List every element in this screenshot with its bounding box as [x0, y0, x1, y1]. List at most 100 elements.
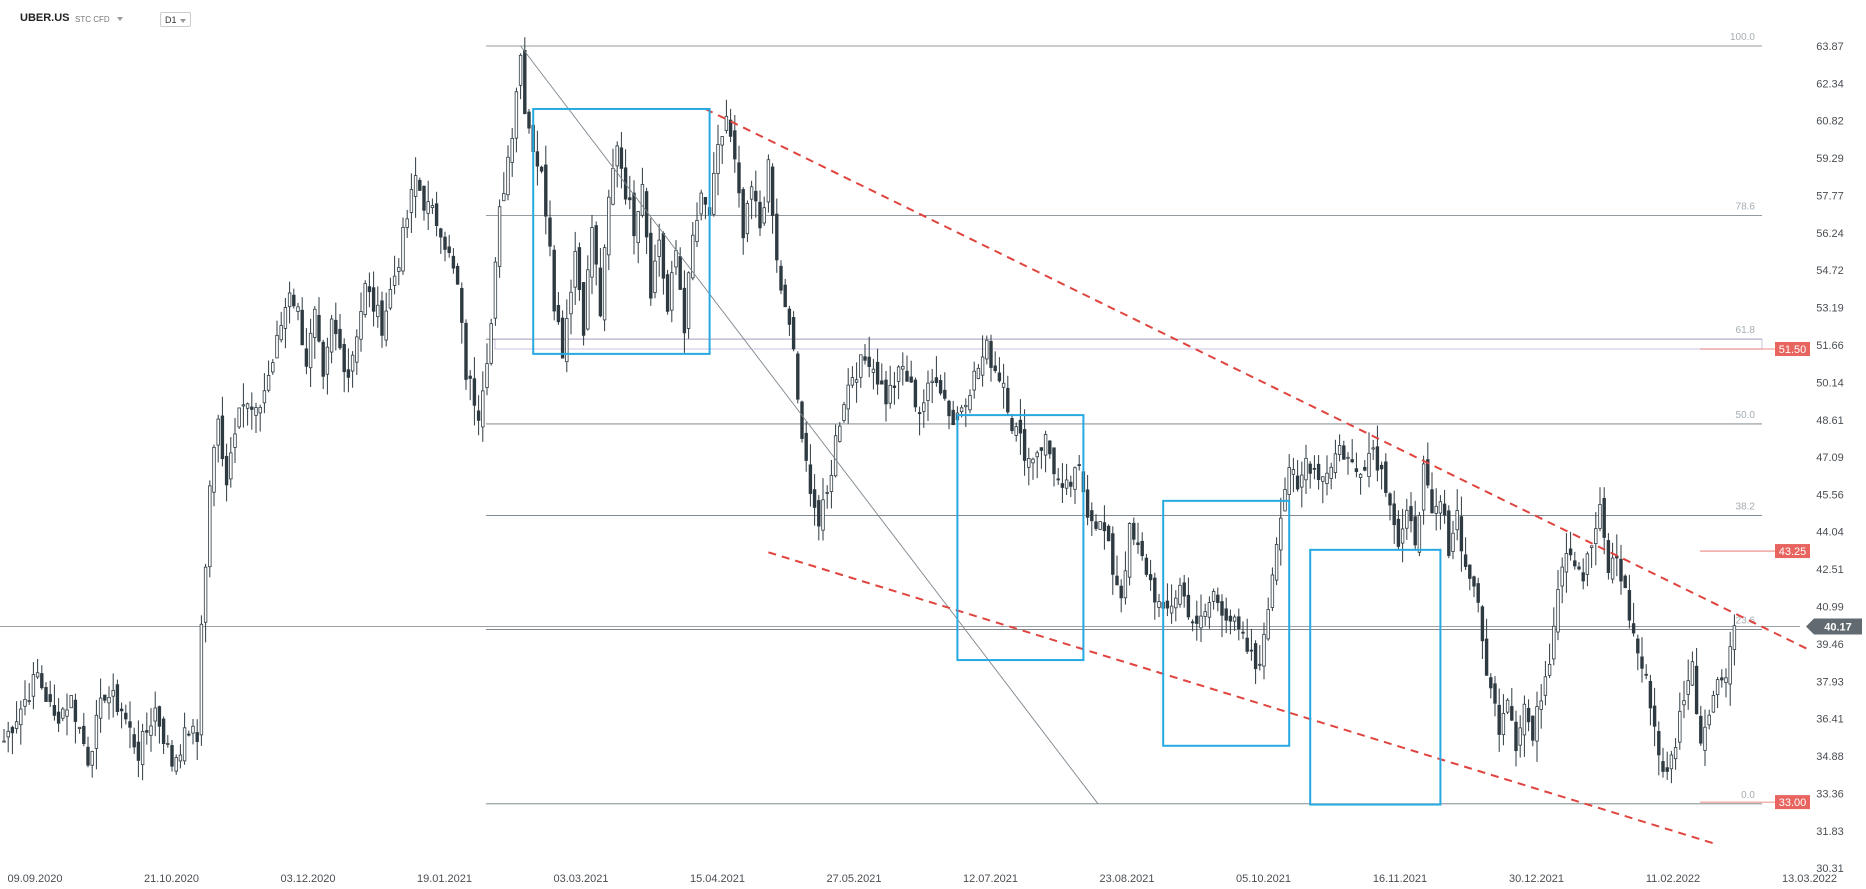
y-tick-label: 59.29 — [1816, 153, 1844, 165]
candle — [443, 231, 447, 262]
candle-body-down — [119, 708, 124, 712]
candle — [1069, 475, 1073, 498]
candle-body-down — [1342, 445, 1346, 460]
candle — [556, 292, 561, 325]
candle — [1501, 694, 1506, 746]
candle — [1358, 473, 1363, 495]
candle-body-down — [1514, 721, 1518, 752]
candle-body-up — [699, 192, 703, 215]
candle-body-down — [346, 369, 351, 378]
candle-body-down — [1699, 715, 1703, 744]
candle — [502, 172, 506, 202]
candle-body-up — [859, 354, 863, 378]
consolidation-box[interactable] — [1162, 499, 1291, 747]
candle-body-down — [371, 287, 376, 312]
candle-body-up — [1564, 553, 1569, 573]
price-marker-badge — [1775, 544, 1810, 559]
candle-body-up — [1203, 611, 1207, 617]
candle — [1493, 676, 1497, 717]
candle — [1022, 409, 1027, 476]
candle-body-up — [1690, 661, 1695, 686]
consolidation-box[interactable] — [532, 107, 711, 355]
candle — [1346, 452, 1350, 475]
candle-body-down — [737, 162, 741, 194]
candle-body-down — [1006, 387, 1010, 413]
candle-body-up — [838, 425, 842, 442]
candle — [888, 365, 892, 409]
candle-body-up — [27, 700, 31, 702]
candle — [1388, 492, 1392, 521]
trend-line[interactable] — [520, 45, 1099, 805]
candle-body-up — [287, 292, 292, 308]
candle — [69, 695, 73, 709]
candle-body-up — [388, 289, 393, 309]
candle — [1253, 640, 1258, 685]
price-marker-label: 43.25 — [1779, 546, 1807, 558]
candle-body-up — [1287, 467, 1291, 495]
y-tick-label: 57.77 — [1816, 190, 1844, 202]
candle-body-up — [1560, 566, 1564, 587]
candle-body-down — [1249, 649, 1254, 652]
consolidation-box[interactable] — [956, 414, 1085, 662]
candle-body-down — [791, 317, 796, 350]
channel-upper-line[interactable] — [704, 108, 1811, 652]
channel-lower-line[interactable] — [768, 551, 1716, 845]
candle — [514, 87, 519, 153]
candle — [560, 310, 565, 359]
candle-body-up — [720, 136, 724, 146]
x-tick-label: 05.10.2021 — [1236, 873, 1291, 885]
candle — [422, 185, 426, 221]
candle-body-up — [2, 740, 6, 743]
candle — [258, 404, 262, 432]
fibonacci-retracement: 100.0 78.6 61.8 50.0 38.2 23.6 0.0 — [0, 32, 1800, 805]
candle-body-down — [1085, 489, 1090, 518]
candle-body-down — [548, 217, 552, 247]
chevron-down-icon[interactable] — [117, 17, 123, 21]
candle-body-down — [779, 265, 783, 291]
candle-body-down — [86, 746, 90, 766]
candle — [716, 124, 720, 196]
candle-body-up — [355, 336, 359, 363]
candle-body-down — [472, 378, 477, 406]
candle — [174, 754, 178, 775]
candle — [300, 297, 304, 346]
candle — [804, 421, 808, 472]
candle — [451, 248, 456, 274]
candle — [1514, 710, 1518, 767]
candle — [468, 370, 472, 401]
consolidation-box[interactable] — [1309, 548, 1442, 806]
candle-body-up — [615, 145, 619, 167]
candle-body-down — [1308, 463, 1312, 474]
candle — [1484, 618, 1489, 676]
candle — [1459, 496, 1464, 572]
candle — [1102, 505, 1107, 550]
candle-body-up — [1594, 528, 1598, 544]
timeframe-select[interactable]: D1 — [160, 12, 191, 27]
candle-body-down — [1106, 525, 1111, 542]
candle — [665, 269, 670, 315]
y-tick-label: 54.72 — [1816, 265, 1844, 277]
candle — [275, 320, 279, 359]
candle-body-up — [308, 332, 313, 369]
candle-body-up — [1367, 452, 1371, 478]
y-tick-label: 63.87 — [1816, 41, 1844, 53]
candle — [271, 359, 275, 375]
candle-body-up — [1014, 426, 1018, 436]
candle-body-down — [1316, 463, 1321, 481]
candle-body-down — [754, 190, 758, 202]
candle — [1291, 457, 1296, 493]
candle-body-up — [1501, 713, 1506, 736]
candle — [1657, 721, 1661, 776]
candle — [1367, 432, 1371, 488]
candle-body-down — [136, 741, 141, 761]
instrument-type-label[interactable]: STC CFD — [75, 15, 110, 24]
candle-body-up — [384, 310, 388, 341]
candle — [1606, 533, 1611, 580]
x-tick-label: 11.02.2022 — [1646, 873, 1700, 885]
candle-body-up — [1001, 382, 1006, 388]
candle-body-down — [1048, 440, 1052, 455]
candle-body-down — [132, 734, 136, 748]
candle — [1413, 500, 1417, 551]
candle-body-up — [964, 404, 968, 408]
